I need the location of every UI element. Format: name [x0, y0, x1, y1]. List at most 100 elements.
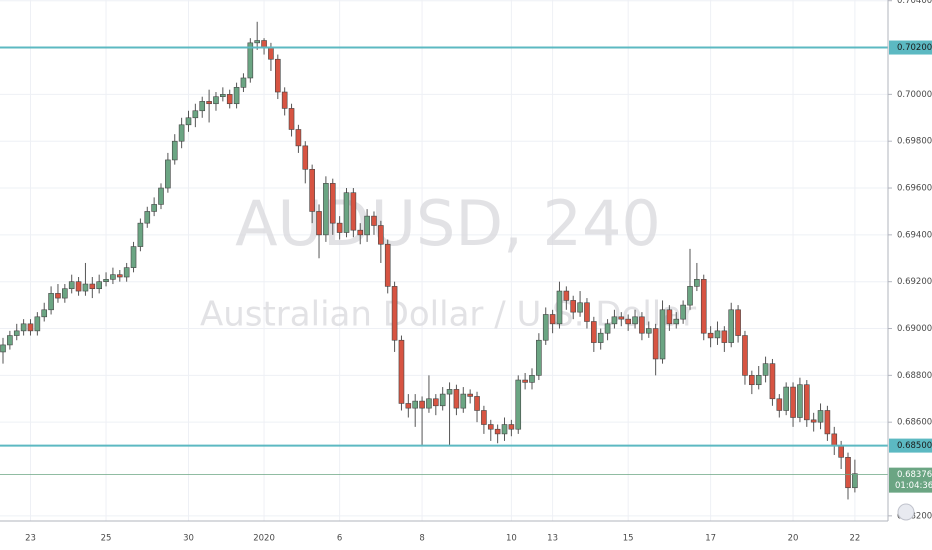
- candle-body: [247, 42, 254, 79]
- y-tick-label: 0.69000: [897, 324, 932, 334]
- candle-body: [151, 204, 157, 212]
- candle-body: [357, 229, 364, 236]
- x-tick-label: 30: [183, 534, 194, 544]
- candle-body: [261, 40, 267, 48]
- candle-body: [0, 344, 6, 353]
- candle-body: [350, 192, 357, 231]
- x-tick-label: 17: [705, 534, 716, 544]
- candle-body: [75, 281, 82, 292]
- candle-body: [178, 124, 185, 142]
- last-price-label: 0.68376: [897, 470, 932, 480]
- candle-body: [96, 281, 102, 290]
- candle-body: [398, 339, 405, 404]
- candle-body: [343, 192, 350, 233]
- candle-body: [412, 400, 419, 409]
- candle-body: [274, 58, 281, 93]
- candle-body: [295, 129, 302, 147]
- candle-body: [7, 335, 13, 346]
- candle-body: [680, 304, 686, 320]
- candle-body: [481, 410, 487, 425]
- candle-body: [508, 424, 515, 430]
- candle-body: [34, 316, 41, 332]
- watermark-title: AUDUSD, 240: [235, 187, 661, 260]
- candle-body: [240, 77, 247, 88]
- candle-body: [329, 183, 336, 224]
- candle-body: [439, 393, 446, 407]
- candle-body: [144, 211, 151, 224]
- candle-body: [446, 389, 453, 395]
- candle-body: [762, 363, 769, 376]
- candle-body: [611, 316, 618, 325]
- candle-body: [158, 187, 164, 205]
- x-tick-label: 8: [419, 534, 424, 544]
- x-tick-label: 10: [506, 534, 517, 544]
- candle-body: [776, 398, 783, 411]
- candle-body: [721, 330, 728, 343]
- candle-body: [700, 279, 707, 334]
- candle-body: [254, 40, 260, 44]
- candle-body: [419, 400, 425, 409]
- candle-body: [171, 140, 178, 161]
- candle-body: [41, 309, 48, 318]
- scale-icon[interactable]: [897, 503, 915, 521]
- y-tick-label: 0.68600: [897, 418, 932, 428]
- candle-body: [226, 94, 233, 105]
- y-tick-label: 0.70400: [897, 0, 932, 6]
- candle-body: [687, 286, 693, 306]
- candle-body: [137, 222, 144, 247]
- candle-body: [563, 290, 570, 301]
- candle-body: [515, 379, 522, 430]
- last-price-box: [889, 467, 932, 493]
- y-tick-label: 0.68800: [897, 371, 932, 381]
- candle-body: [453, 389, 460, 409]
- candle-body: [474, 396, 480, 411]
- candle-body: [584, 302, 590, 322]
- candle-body: [714, 330, 721, 339]
- x-tick-label: 25: [101, 534, 112, 544]
- candle-body: [384, 243, 391, 287]
- price-label: 0.68500: [897, 441, 932, 451]
- candle-body: [206, 101, 212, 105]
- candle-body: [192, 110, 199, 119]
- candle-body: [556, 290, 563, 325]
- candle-body: [659, 309, 666, 360]
- candle-body: [625, 318, 631, 325]
- candle-body: [364, 215, 370, 236]
- candle-body: [110, 274, 116, 280]
- candle-body: [281, 91, 288, 109]
- candle-body: [529, 375, 535, 383]
- candle-body: [632, 316, 638, 325]
- candle-body: [82, 283, 89, 292]
- candle-body: [288, 108, 295, 130]
- candle-body: [769, 363, 776, 400]
- candle-body: [501, 424, 508, 435]
- candle-body: [570, 300, 577, 313]
- y-tick-label: 0.69800: [897, 137, 932, 147]
- candle-body: [735, 309, 741, 336]
- candle-body: [852, 473, 858, 489]
- x-tick-label: 13: [547, 534, 558, 544]
- candle-body: [666, 309, 673, 325]
- candle-body: [639, 316, 645, 334]
- candle-body: [426, 398, 432, 409]
- candle-body: [220, 94, 226, 98]
- candle-body: [824, 410, 831, 435]
- x-tick-label: 15: [623, 534, 634, 544]
- candle-body: [302, 145, 309, 170]
- candle-body: [336, 222, 343, 233]
- price-label-box: [889, 40, 932, 55]
- candle-body: [316, 211, 322, 236]
- candle-body: [673, 318, 680, 325]
- candle-body: [116, 274, 123, 278]
- candle-body: [604, 323, 611, 334]
- x-tick-label: 6: [337, 534, 342, 544]
- candle-body: [487, 424, 494, 430]
- candle-body: [783, 386, 789, 411]
- candle-body: [199, 101, 206, 112]
- candle-body: [48, 293, 54, 311]
- candle-body: [213, 96, 219, 105]
- axis-labels: 0.68200 0.68600 0.68800 0.69000 0.69200 0.694…: [25, 0, 932, 544]
- candle-body: [749, 375, 755, 386]
- x-tick-label: 20: [788, 534, 799, 544]
